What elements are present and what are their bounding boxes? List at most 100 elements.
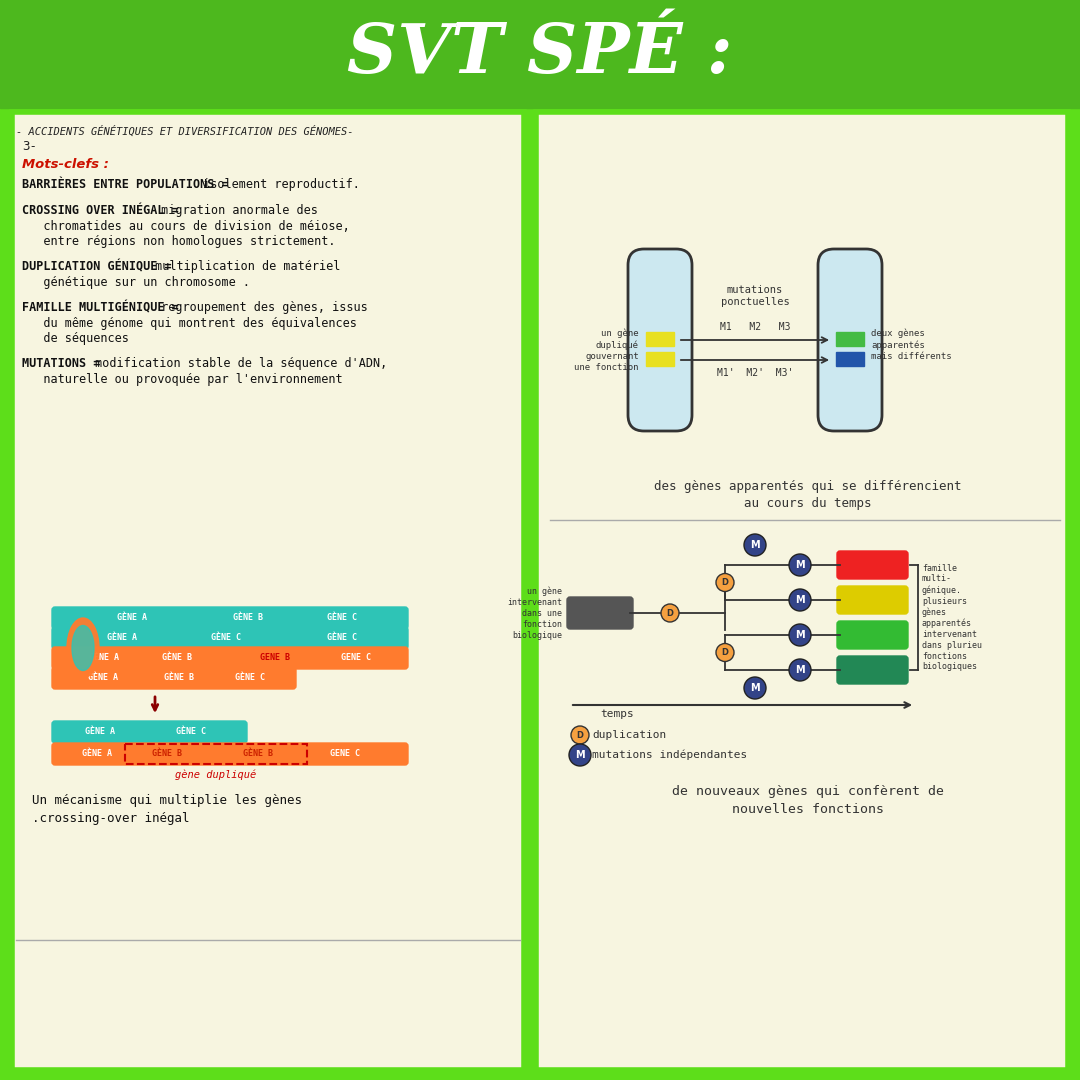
Bar [536,112,1068,1070]
Text: GÈNE C: GÈNE C [327,613,357,622]
Text: GÈNE B: GÈNE B [243,750,273,758]
Text: M: M [795,630,805,640]
Text: MUTATIONS =: MUTATIONS = [22,357,100,370]
Circle shape [744,677,766,699]
Text: GÈNE A: GÈNE A [87,674,118,683]
Bar [536,112,1068,1070]
Text: D: D [577,730,583,740]
Text: - ACCIDENTS GÉNÉTIQUES ET DIVERSIFICATION DES GÉNOMES-: - ACCIDENTS GÉNÉTIQUES ET DIVERSIFICATIO… [16,125,353,136]
Text: naturelle ou provoquée par l'environnement: naturelle ou provoquée par l'environneme… [22,373,342,386]
Text: famille
multi-
génique.
plusieurs
gènes
apparentés
intervenant
dans plurieu
fonc: famille multi- génique. plusieurs gènes … [922,564,982,672]
Text: mutations indépendantes: mutations indépendantes [592,750,747,760]
Text: GÈNE A: GÈNE A [117,613,147,622]
FancyBboxPatch shape [52,627,296,649]
Text: GÈNE C: GÈNE C [212,634,241,643]
Text: regroupement des gènes, issus: regroupement des gènes, issus [154,301,368,314]
Circle shape [789,554,811,576]
Text: D: D [721,578,729,588]
Bar [836,332,864,346]
Bar [646,332,674,346]
Text: GÈNE C: GÈNE C [235,674,266,683]
Text: GÈNE A: GÈNE A [89,653,119,662]
Text: FAMILLE MULTIGÉNIQUE =: FAMILLE MULTIGÉNIQUE = [22,301,179,314]
Text: GÈNE A: GÈNE A [107,634,137,643]
Text: de nouveaux gènes qui confèrent de
nouvelles fonctions: de nouveaux gènes qui confèrent de nouve… [672,785,944,816]
FancyBboxPatch shape [837,621,908,649]
Text: D: D [666,608,674,618]
Text: D: D [721,648,729,657]
Circle shape [744,534,766,556]
Text: des gènes apparentés qui se différencient
au cours du temps: des gènes apparentés qui se différencien… [654,480,962,510]
FancyBboxPatch shape [291,627,408,649]
Bar [12,112,524,1070]
Bar [125,744,307,764]
Bar [12,112,524,1070]
Bar [0,0,1080,108]
Text: de séquences: de séquences [22,332,129,345]
Text: deux gènes
apparentés
mais différents: deux gènes apparentés mais différents [870,328,951,361]
Text: GENE C: GENE C [330,750,361,758]
Bar [646,352,674,366]
Text: M1'  M2'  M3': M1' M2' M3' [717,368,793,378]
Circle shape [569,744,591,766]
Text: M: M [751,683,760,693]
Text: multiplication de matériel: multiplication de matériel [148,260,340,273]
Text: Mots-clefs :: Mots-clefs : [22,158,109,171]
Text: GENE C: GENE C [341,653,372,662]
Text: DUPLICATION GÉNIQUE =: DUPLICATION GÉNIQUE = [22,260,172,273]
FancyBboxPatch shape [818,249,882,431]
FancyBboxPatch shape [567,597,633,629]
Text: 3-: 3- [22,140,37,153]
Text: gène dupliqué: gène dupliqué [175,770,257,781]
Circle shape [789,659,811,681]
FancyBboxPatch shape [837,551,908,579]
Text: temps: temps [600,708,634,719]
Text: duplication: duplication [592,730,666,740]
Text: GÈNE B: GÈNE B [162,653,192,662]
Text: un gène
intervenant
dans une
fonction
biologique: un gène intervenant dans une fonction bi… [507,586,562,640]
Circle shape [571,726,589,744]
Text: migration anormale des: migration anormale des [154,204,318,217]
FancyBboxPatch shape [837,656,908,684]
Text: un gène
dupliqué
gouvernant
une fonction: un gène dupliqué gouvernant une fonction [575,328,639,372]
FancyBboxPatch shape [52,647,408,669]
Circle shape [661,604,679,622]
Circle shape [716,644,734,661]
FancyBboxPatch shape [627,249,692,431]
Circle shape [716,573,734,592]
Text: GÈNE C: GÈNE C [176,728,206,737]
Text: GÈNE A: GÈNE A [85,728,116,737]
Text: entre régions non homologues strictement.: entre régions non homologues strictement… [22,235,336,248]
Text: chromatides au cours de division de méiose,: chromatides au cours de division de méio… [22,220,350,233]
Circle shape [789,624,811,646]
Text: génétique sur un chromosome .: génétique sur un chromosome . [22,276,249,289]
Text: isolement reproductif.: isolement reproductif. [195,178,360,191]
Text: M: M [576,750,584,760]
Text: CROSSING OVER INÉGAL =: CROSSING OVER INÉGAL = [22,204,179,217]
Text: M: M [795,561,805,570]
Ellipse shape [72,625,94,671]
Text: M: M [751,540,760,550]
Text: M1   M2   M3: M1 M2 M3 [719,322,791,332]
Text: SVT SPÉ :: SVT SPÉ : [348,21,732,87]
FancyBboxPatch shape [52,743,408,765]
Bar [836,352,864,366]
Text: GÈNE B: GÈNE B [152,750,183,758]
FancyBboxPatch shape [52,667,296,689]
FancyBboxPatch shape [52,607,408,629]
Text: du même génome qui montrent des équivalences: du même génome qui montrent des équivale… [22,318,356,330]
Circle shape [789,589,811,611]
Text: Un mécanisme qui multiplie les gènes
.crossing-over inégal: Un mécanisme qui multiplie les gènes .cr… [32,794,302,825]
Text: M: M [795,665,805,675]
Text: GÈNE B: GÈNE B [164,674,193,683]
Text: modification stable de la séquence d'ADN,: modification stable de la séquence d'ADN… [87,357,388,370]
Ellipse shape [67,618,99,678]
FancyBboxPatch shape [52,721,247,743]
FancyBboxPatch shape [837,586,908,615]
Text: GÈNE C: GÈNE C [327,634,357,643]
Text: GENE B: GENE B [260,653,291,662]
Text: GÈNE A: GÈNE A [82,750,112,758]
Text: mutations
ponctuelles: mutations ponctuelles [720,285,789,308]
Text: GÈNE B: GÈNE B [232,613,262,622]
Text: M: M [795,595,805,605]
